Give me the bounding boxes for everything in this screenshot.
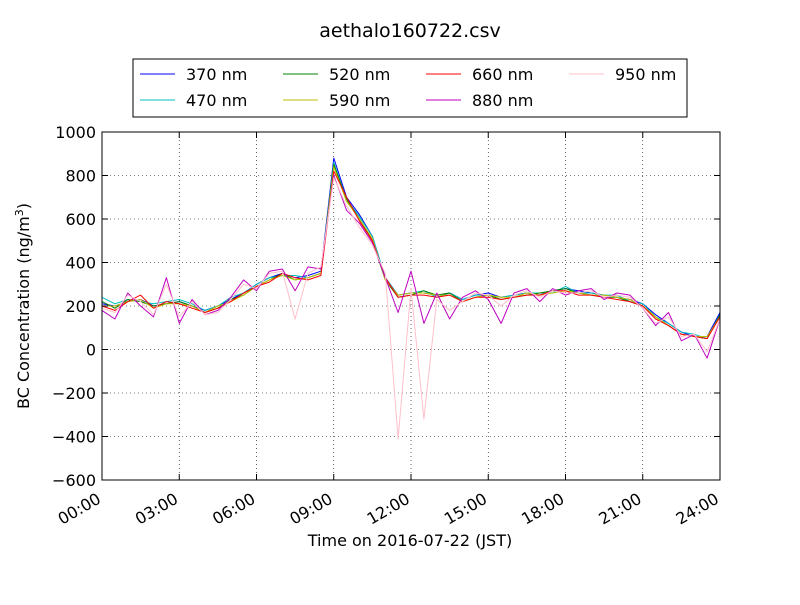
legend-label: 370 nm [186, 65, 247, 84]
y-tick-label: 0 [86, 341, 96, 360]
y-tick-label: 800 [65, 167, 96, 186]
legend-frame [132, 58, 688, 118]
x-axis-label: Time on 2016-07-22 (JST) [307, 531, 512, 550]
y-tick-label: −200 [52, 384, 96, 403]
legend-label: 950 nm [615, 65, 676, 84]
legend-label: 880 nm [472, 91, 533, 110]
y-tick-label: 400 [65, 254, 96, 273]
legend-label: 520 nm [329, 65, 390, 84]
y-tick-label: 1000 [55, 123, 96, 142]
y-tick-label: 600 [65, 210, 96, 229]
legend-label: 470 nm [186, 91, 247, 110]
y-axis-label-main: BC Concentration (ng/m [14, 216, 33, 409]
y-axis-label-tail: ) [14, 203, 33, 209]
series-line-660-nm [101, 170, 721, 340]
legend-label: 590 nm [329, 91, 390, 110]
chart-legend: 370 nm 470 nm 520 nm 590 nm 660 nm 880 nm 950 … [132, 58, 688, 118]
legend-label: 660 nm [472, 65, 533, 84]
y-axis-label: BC Concentration (ng/m3) [13, 203, 33, 409]
data-series [101, 157, 721, 440]
y-axis-label-superscript: 3 [13, 209, 26, 216]
grid-lines [102, 132, 720, 480]
series-line-950-nm [101, 177, 721, 440]
chart-title: aethalo160722.csv [319, 20, 501, 42]
y-tick-label: −600 [52, 471, 96, 490]
y-tick-label: −400 [52, 428, 96, 447]
y-tick-label: 200 [65, 297, 96, 316]
